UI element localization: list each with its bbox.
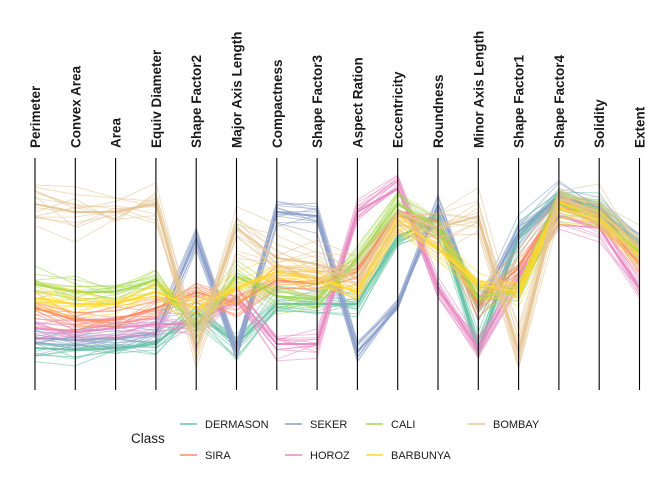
axis-label: Solidity [592,99,607,148]
legend-label: BOMBAY [493,419,540,431]
legend-item-horoz: HOROZ [285,450,350,462]
legend-item-cali: CALI [366,419,415,431]
legend-item-barbunya: BARBUNYA [366,450,451,462]
axis-label: Compactness [270,59,285,148]
axis-label: Equiv Diameter [149,49,164,148]
series-mean-line-barbunya [34,206,641,310]
legend-label: SEKER [310,419,347,431]
axis-labels-layer: Perimeter Convex Area Area Equiv Diameter Sh… [28,31,648,148]
legend: Class DERMASON SIRA SEKER HOROZ CALI BARBUNYA… [131,419,540,462]
axis-label: Extent [633,106,648,148]
legend-item-bombay: BOMBAY [468,419,540,431]
axes-layer [34,158,641,390]
axis-label: Perimeter [28,85,43,148]
axis-label: Eccentricity [391,71,406,148]
series-line-bombay [34,184,640,351]
axis-label: Shape Factor2 [189,55,204,148]
series-line-bombay [34,182,640,342]
legend-item-dermason: DERMASON [180,419,269,431]
axis-label: Shape Factor4 [552,54,567,148]
axis-label: Shape Factor3 [310,54,325,148]
series-line-dermason [34,198,640,354]
series-line-bombay [34,183,640,342]
axis-label: Convex Area [68,65,83,148]
series-line-barbunya [34,206,640,315]
series-line-sira [34,196,640,318]
series-mean-line-bombay [34,196,641,356]
legend-title: Class [131,431,165,446]
legend-item-sira: SIRA [180,450,231,462]
series-line-bombay [34,204,640,370]
axis-label: Area [109,117,124,148]
series-line-barbunya [34,201,640,304]
legend-label: SIRA [205,450,231,462]
axis-label: Major Axis Length [230,31,245,148]
legend-label: HOROZ [310,450,350,462]
legend-item-seker: SEKER [285,419,347,431]
legend-label: BARBUNYA [391,450,451,462]
series-line-bombay [34,199,640,360]
axis-label: Roundness [431,74,446,148]
axis-label: Minor Axis Length [471,31,486,148]
axis-label: Shape Factor1 [512,54,527,148]
series-bombay [34,182,641,370]
legend-label: DERMASON [205,419,269,431]
series-line-sira [34,193,640,314]
axis-label: Aspect Ration [350,57,365,148]
legend-label: CALI [391,419,415,431]
series-lines-layer [34,174,641,370]
